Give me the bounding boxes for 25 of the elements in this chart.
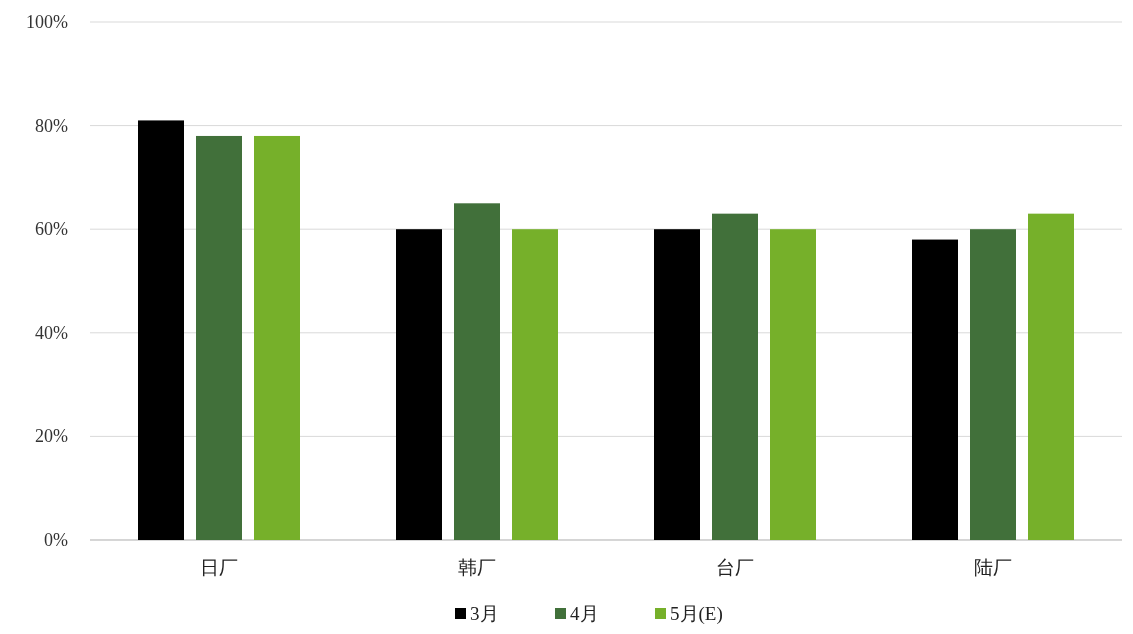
y-tick-label: 20% xyxy=(35,426,68,447)
legend-label: 4月 xyxy=(570,603,599,624)
legend-label: 3月 xyxy=(470,603,499,624)
y-tick-label: 0% xyxy=(44,530,68,550)
y-tick-label: 80% xyxy=(35,115,68,136)
bar xyxy=(770,229,816,540)
bar xyxy=(970,229,1016,540)
bar xyxy=(712,213,758,540)
x-tick-label: 日厂 xyxy=(200,557,238,578)
bar xyxy=(396,229,442,540)
bar xyxy=(912,239,958,540)
bar xyxy=(1028,213,1074,540)
x-tick-label: 韩厂 xyxy=(458,557,496,578)
bar xyxy=(196,135,242,540)
y-tick-label: 60% xyxy=(35,219,68,240)
x-tick-label: 陆厂 xyxy=(974,557,1012,578)
y-tick-label: 100% xyxy=(26,12,68,32)
bar xyxy=(454,203,500,540)
x-tick-label: 台厂 xyxy=(716,557,754,578)
bar xyxy=(512,229,558,540)
bar xyxy=(254,135,300,540)
legend-label: 5月(E) xyxy=(670,603,723,625)
y-tick-label: 40% xyxy=(35,322,68,343)
bar xyxy=(138,120,184,540)
bar xyxy=(654,229,700,540)
